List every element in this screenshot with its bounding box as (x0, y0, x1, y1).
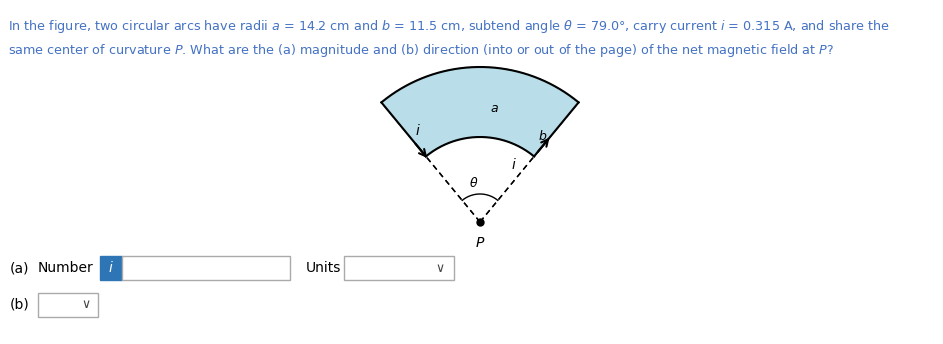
Bar (344, 256, 454, 280)
Text: $i$: $i$ (511, 157, 517, 172)
Text: same center of curvature $P$. What are the (a) magnitude and (b) direction (into: same center of curvature $P$. What are t… (8, 42, 835, 59)
Text: (a): (a) (10, 261, 29, 275)
Text: $\theta$: $\theta$ (470, 176, 479, 190)
Bar (38, 293, 98, 317)
Text: $P$: $P$ (475, 236, 485, 250)
Text: ∨: ∨ (81, 299, 91, 312)
Text: $i$: $i$ (108, 260, 114, 276)
Text: $i$: $i$ (415, 123, 421, 138)
Text: Units: Units (306, 261, 341, 275)
Bar (122, 256, 290, 280)
Text: (b): (b) (10, 298, 30, 312)
Text: In the figure, two circular arcs have radii $a$ = 14.2 cm and $b$ = 11.5 cm, sub: In the figure, two circular arcs have ra… (8, 18, 890, 35)
Bar (100, 256, 122, 280)
Polygon shape (381, 67, 579, 157)
Text: $b$: $b$ (538, 129, 547, 143)
Text: ∨: ∨ (436, 261, 444, 275)
Text: $a$: $a$ (490, 103, 499, 116)
Text: Number: Number (38, 261, 93, 275)
